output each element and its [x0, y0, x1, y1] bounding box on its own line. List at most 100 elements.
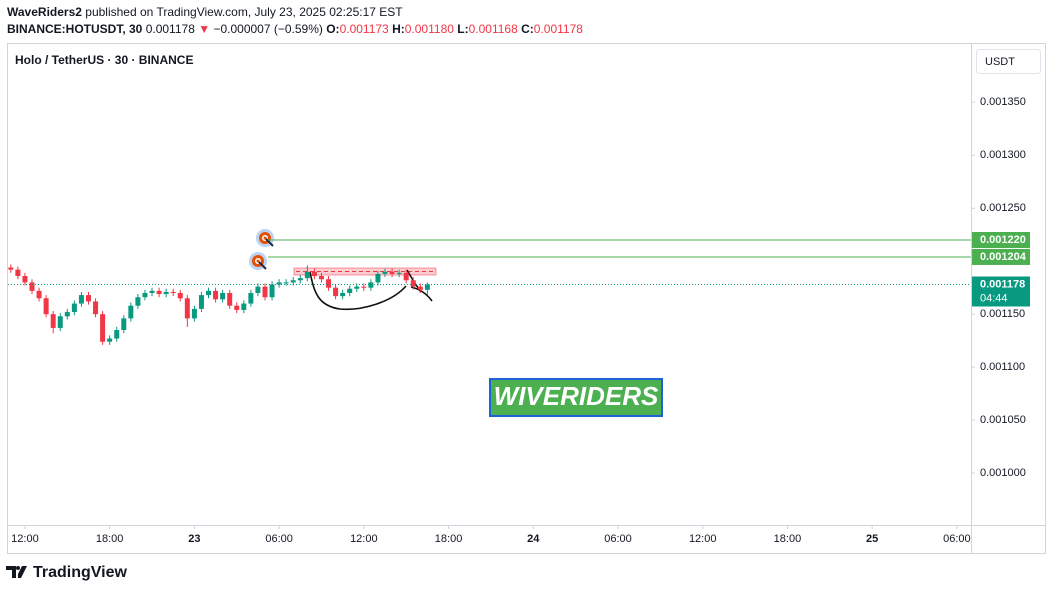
- candle-body: [389, 271, 395, 274]
- candle-body: [163, 291, 169, 295]
- candle-body: [227, 292, 233, 306]
- o: 0.001173: [339, 22, 389, 36]
- o-label: O:: [326, 22, 340, 36]
- c-label: C:: [521, 22, 534, 36]
- frame: [7, 43, 1046, 554]
- candle-body: [50, 314, 56, 328]
- candle-body: [248, 292, 254, 304]
- candle-body: [85, 295, 91, 302]
- symbol-title: Holo / TetherUS · 30 · BINANCE: [15, 53, 193, 67]
- h-label: H:: [392, 22, 405, 36]
- candle-body: [290, 280, 296, 283]
- candle-body: [417, 286, 423, 290]
- candle-body: [107, 338, 113, 342]
- published: published on TradingView.com, July 23, 2…: [85, 5, 403, 19]
- x-tick-label: 06:00: [943, 533, 971, 545]
- candle-body: [382, 271, 388, 274]
- change: −0.000007 (−0.59%): [213, 22, 323, 36]
- y-tick-label: 0.001150: [980, 308, 1025, 320]
- annotation: WIVERIDERS: [494, 381, 659, 411]
- candle-body: [114, 330, 120, 339]
- candle-body: [340, 292, 346, 297]
- hand-drawn-cup: [309, 271, 407, 311]
- candle-body: [57, 316, 63, 328]
- candle-body: [318, 276, 324, 280]
- candle-body: [361, 286, 367, 288]
- level-tag-label: 0.001220: [980, 234, 1026, 246]
- candle-body: [424, 284, 430, 290]
- candle-body: [198, 295, 204, 309]
- y-tick-label: 0.001000: [980, 467, 1026, 479]
- footer-brand: TradingView: [33, 564, 128, 581]
- candle-body: [304, 271, 310, 279]
- x-tick-label: 18:00: [96, 533, 124, 545]
- countdown: 04:44: [980, 292, 1008, 304]
- level-tag: [972, 248, 1030, 265]
- x-tick-label: 12:00: [689, 533, 717, 545]
- x-tick-label: 25: [866, 533, 878, 545]
- candle-body: [100, 314, 106, 342]
- annotation-box: [489, 378, 663, 417]
- l: 0.001168: [468, 22, 518, 36]
- candle-body: [347, 288, 353, 293]
- author: WaveRiders2: [7, 5, 82, 19]
- candle-body: [184, 298, 190, 319]
- candle-body: [29, 282, 35, 291]
- candle-body: [396, 272, 402, 274]
- candle-body: [8, 267, 14, 270]
- candle-body: [22, 276, 28, 283]
- candle-body: [234, 305, 240, 310]
- candle-body: [121, 318, 127, 331]
- candle-body: [135, 297, 141, 306]
- candle-body: [410, 280, 416, 287]
- publish-line: WaveRiders2 published on TradingView.com…: [7, 5, 403, 19]
- candle-body: [64, 312, 70, 317]
- level-tag-label: 0.001204: [980, 251, 1027, 263]
- resistance-zone: [293, 267, 437, 276]
- target-icon: [249, 252, 267, 270]
- currency-button[interactable]: [976, 49, 1041, 74]
- currency[interactable]: USDT: [985, 56, 1015, 68]
- candle-body: [297, 278, 303, 281]
- candle-body: [255, 286, 261, 293]
- x-tick-label: 24: [527, 533, 540, 545]
- candle-body: [206, 290, 212, 296]
- candle-body: [276, 282, 282, 285]
- candle-body: [128, 305, 134, 319]
- candle-body: [326, 279, 332, 288]
- y-tick-label: 0.001050: [980, 414, 1026, 426]
- candle-body: [78, 295, 84, 304]
- arrow: ▼: [198, 22, 211, 36]
- candle-body: [283, 282, 289, 284]
- level-tag: [972, 232, 1030, 249]
- x-tick-label: 06:00: [265, 533, 293, 545]
- candle-body: [262, 286, 268, 298]
- x-tick-label: 06:00: [604, 533, 632, 545]
- candle-body: [142, 292, 148, 298]
- x-tick-label: 12:00: [11, 533, 39, 545]
- symbol: BINANCE:HOTUSDT, 30: [7, 22, 143, 36]
- candle-body: [191, 308, 197, 319]
- x-tick-label: 12:00: [350, 533, 378, 545]
- x-tick-label: 18:00: [435, 533, 463, 545]
- target-icon: [256, 229, 274, 247]
- candle-body: [149, 290, 155, 293]
- price: 0.001178: [145, 22, 195, 36]
- candle-body: [36, 290, 42, 299]
- candle-body: [375, 273, 381, 283]
- candle-body: [368, 282, 374, 288]
- last-price-label: 0.001178: [980, 278, 1025, 290]
- candle-body: [71, 303, 77, 313]
- candle-body: [333, 287, 339, 297]
- l-label: L:: [457, 22, 469, 36]
- x-tick-label: 18:00: [774, 533, 802, 545]
- y-tick-label: 0.001350: [980, 96, 1026, 108]
- x-tick-label: 23: [188, 533, 200, 545]
- candle-body: [220, 292, 226, 300]
- footer-logo: [6, 566, 27, 578]
- candle-body: [354, 286, 360, 289]
- candle-body: [269, 284, 275, 298]
- candle-body: [15, 269, 21, 277]
